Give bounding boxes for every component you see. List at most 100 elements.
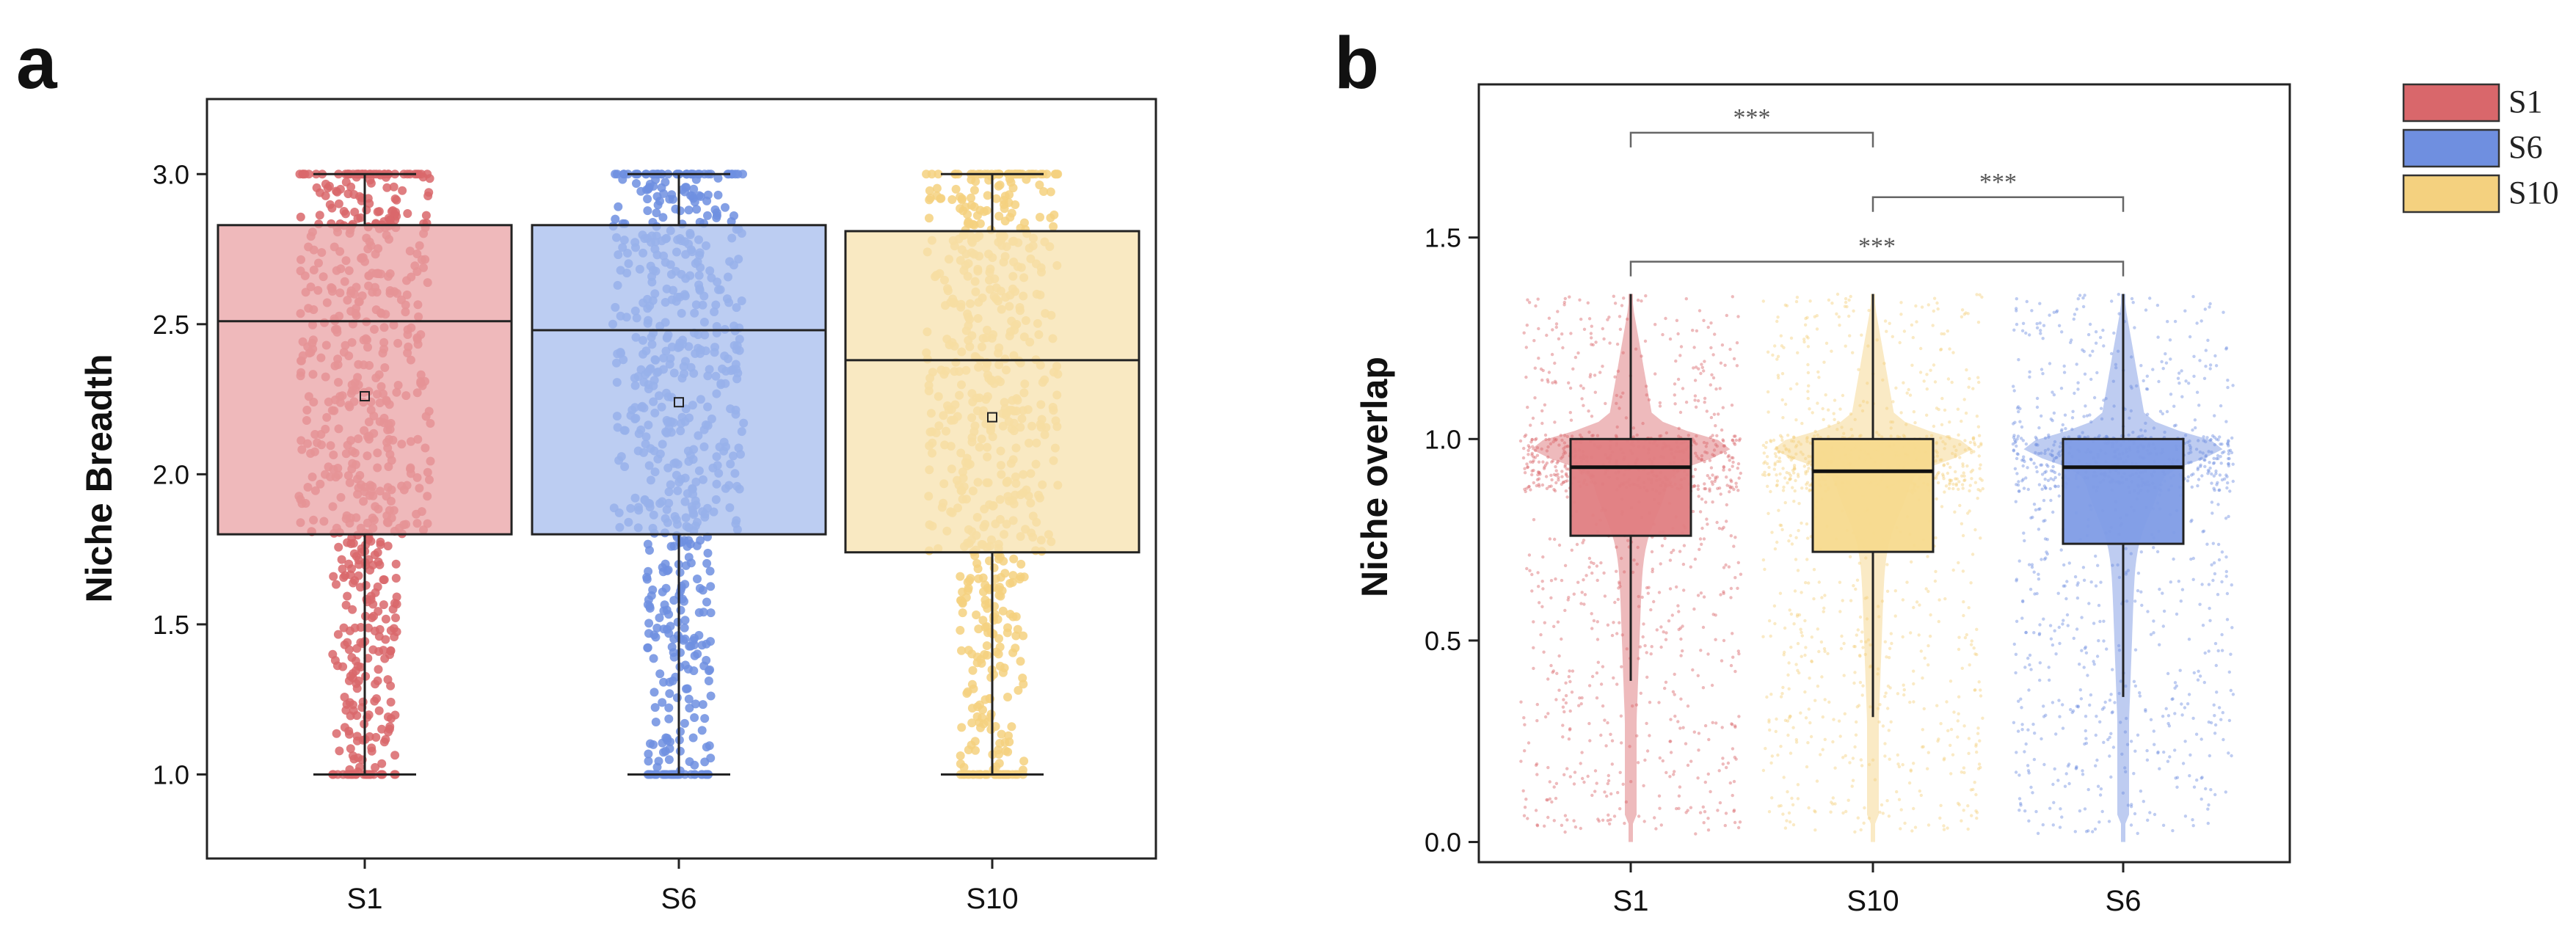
jitter-point-S10 [1778,450,1781,453]
jitter-point-S1 [1575,542,1579,547]
jitter-point-S10 [994,649,1003,659]
jitter-point-S1 [1533,396,1537,400]
jitter-point-S1 [349,190,359,199]
jitter-point-S1 [1689,565,1692,569]
jitter-point-S10 [1036,213,1044,222]
jitter-point-S1 [1731,464,1734,468]
jitter-point-S1 [376,540,385,550]
jitter-point-S10 [1966,312,1970,316]
jitter-point-S1 [1589,561,1593,564]
jitter-point-S1 [1546,445,1550,449]
jitter-point-S1 [381,614,390,624]
jitter-point-S1 [1524,375,1528,379]
jitter-point-S1 [1581,541,1584,544]
jitter-point-S10 [1854,587,1858,591]
jitter-point-S1 [1527,445,1532,450]
jitter-point-S1 [1624,800,1629,804]
jitter-point-S1 [421,211,431,220]
jitter-point-S6 [2181,762,2186,765]
jitter-point-S1 [338,564,347,574]
jitter-point-S1 [1550,460,1554,464]
jitter-point-S10 [1902,381,1905,384]
jitter-point-S6 [2130,296,2134,301]
jitter-point-S1 [1736,489,1740,492]
jitter-point-S1 [1588,375,1592,379]
jitter-point-S6 [2175,785,2179,790]
jitter-point-S1 [391,574,401,583]
jitter-point-S6 [2025,299,2029,304]
jitter-point-S10 [1937,737,1940,741]
jitter-point-S6 [2220,649,2224,652]
jitter-point-S1 [1732,809,1736,813]
jitter-point-S10 [1935,442,1938,445]
jitter-point-S1 [1711,453,1714,456]
jitter-point-S1 [372,694,381,704]
jitter-point-S10 [1970,639,1973,643]
jitter-point-S1 [1565,818,1569,822]
jitter-point-S1 [336,184,345,194]
jitter-point-S10 [1833,766,1837,770]
jitter-point-S1 [1542,650,1546,654]
jitter-point-S10 [1838,324,1841,327]
jitter-point-S6 [2082,666,2086,669]
jitter-point-S10 [1935,407,1939,410]
jitter-point-S1 [1561,705,1565,709]
jitter-point-S6 [2032,503,2037,506]
jitter-point-S10 [1935,301,1939,305]
jitter-point-S10 [1932,424,1936,429]
jitter-point-S10 [1965,368,1968,372]
jitter-point-S1 [1679,637,1683,641]
jitter-point-S10 [1943,597,1947,601]
jitter-point-S1 [1530,473,1534,477]
jitter-point-S1 [1657,701,1661,704]
jitter-point-S10 [992,194,1001,203]
jitter-point-S10 [991,574,1000,583]
jitter-point-S6 [2012,449,2016,453]
jitter-point-S10 [1972,441,1976,445]
jitter-point-S10 [956,751,965,760]
jitter-point-S1 [1533,448,1538,453]
jitter-point-S6 [611,214,620,224]
jitter-point-S6 [2108,754,2111,758]
jitter-point-S1 [1557,443,1561,447]
jitter-point-S1 [1735,364,1739,368]
jitter-point-S1 [366,178,376,188]
jitter-point-S6 [2205,436,2209,440]
jitter-point-S10 [1960,474,1964,478]
jitter-point-S1 [1621,351,1625,354]
jitter-point-S10 [1841,599,1844,602]
jitter-point-S10 [1855,578,1860,582]
jitter-point-S10 [1939,722,1943,726]
jitter-point-S1 [1543,465,1546,469]
jitter-point-S10 [1767,720,1771,724]
jitter-point-S1 [1677,627,1681,632]
jitter-point-S1 [1725,765,1728,770]
jitter-point-S10 [1766,484,1769,488]
jitter-point-S6 [700,714,710,723]
jitter-point-S10 [1946,329,1949,333]
jitter-point-S1 [1540,409,1544,413]
jitter-point-S6 [2015,406,2020,410]
jitter-point-S10 [1821,748,1824,751]
jitter-point-S10 [1979,489,1982,492]
jitter-point-S10 [1971,437,1976,441]
jitter-point-S6 [2136,831,2139,836]
jitter-point-S1 [1674,359,1678,363]
jitter-point-S6 [2166,759,2170,763]
jitter-point-S10 [957,646,966,655]
jitter-point-S1 [1720,659,1724,663]
jitter-point-S1 [1718,801,1722,805]
jitter-point-S10 [1859,828,1863,832]
jitter-point-S6 [2200,776,2204,779]
jitter-point-S1 [1645,586,1649,590]
jitter-point-S6 [660,600,669,610]
jitter-point-S1 [1590,336,1593,340]
jitter-point-S6 [2021,439,2025,442]
jitter-point-S10 [1813,429,1817,434]
jitter-point-S1 [1565,495,1569,499]
jitter-point-S10 [1901,635,1904,639]
jitter-point-S6 [632,179,641,188]
jitter-point-S6 [2186,475,2190,479]
jitter-point-S10 [1943,408,1947,412]
jitter-point-S1 [1546,712,1550,715]
